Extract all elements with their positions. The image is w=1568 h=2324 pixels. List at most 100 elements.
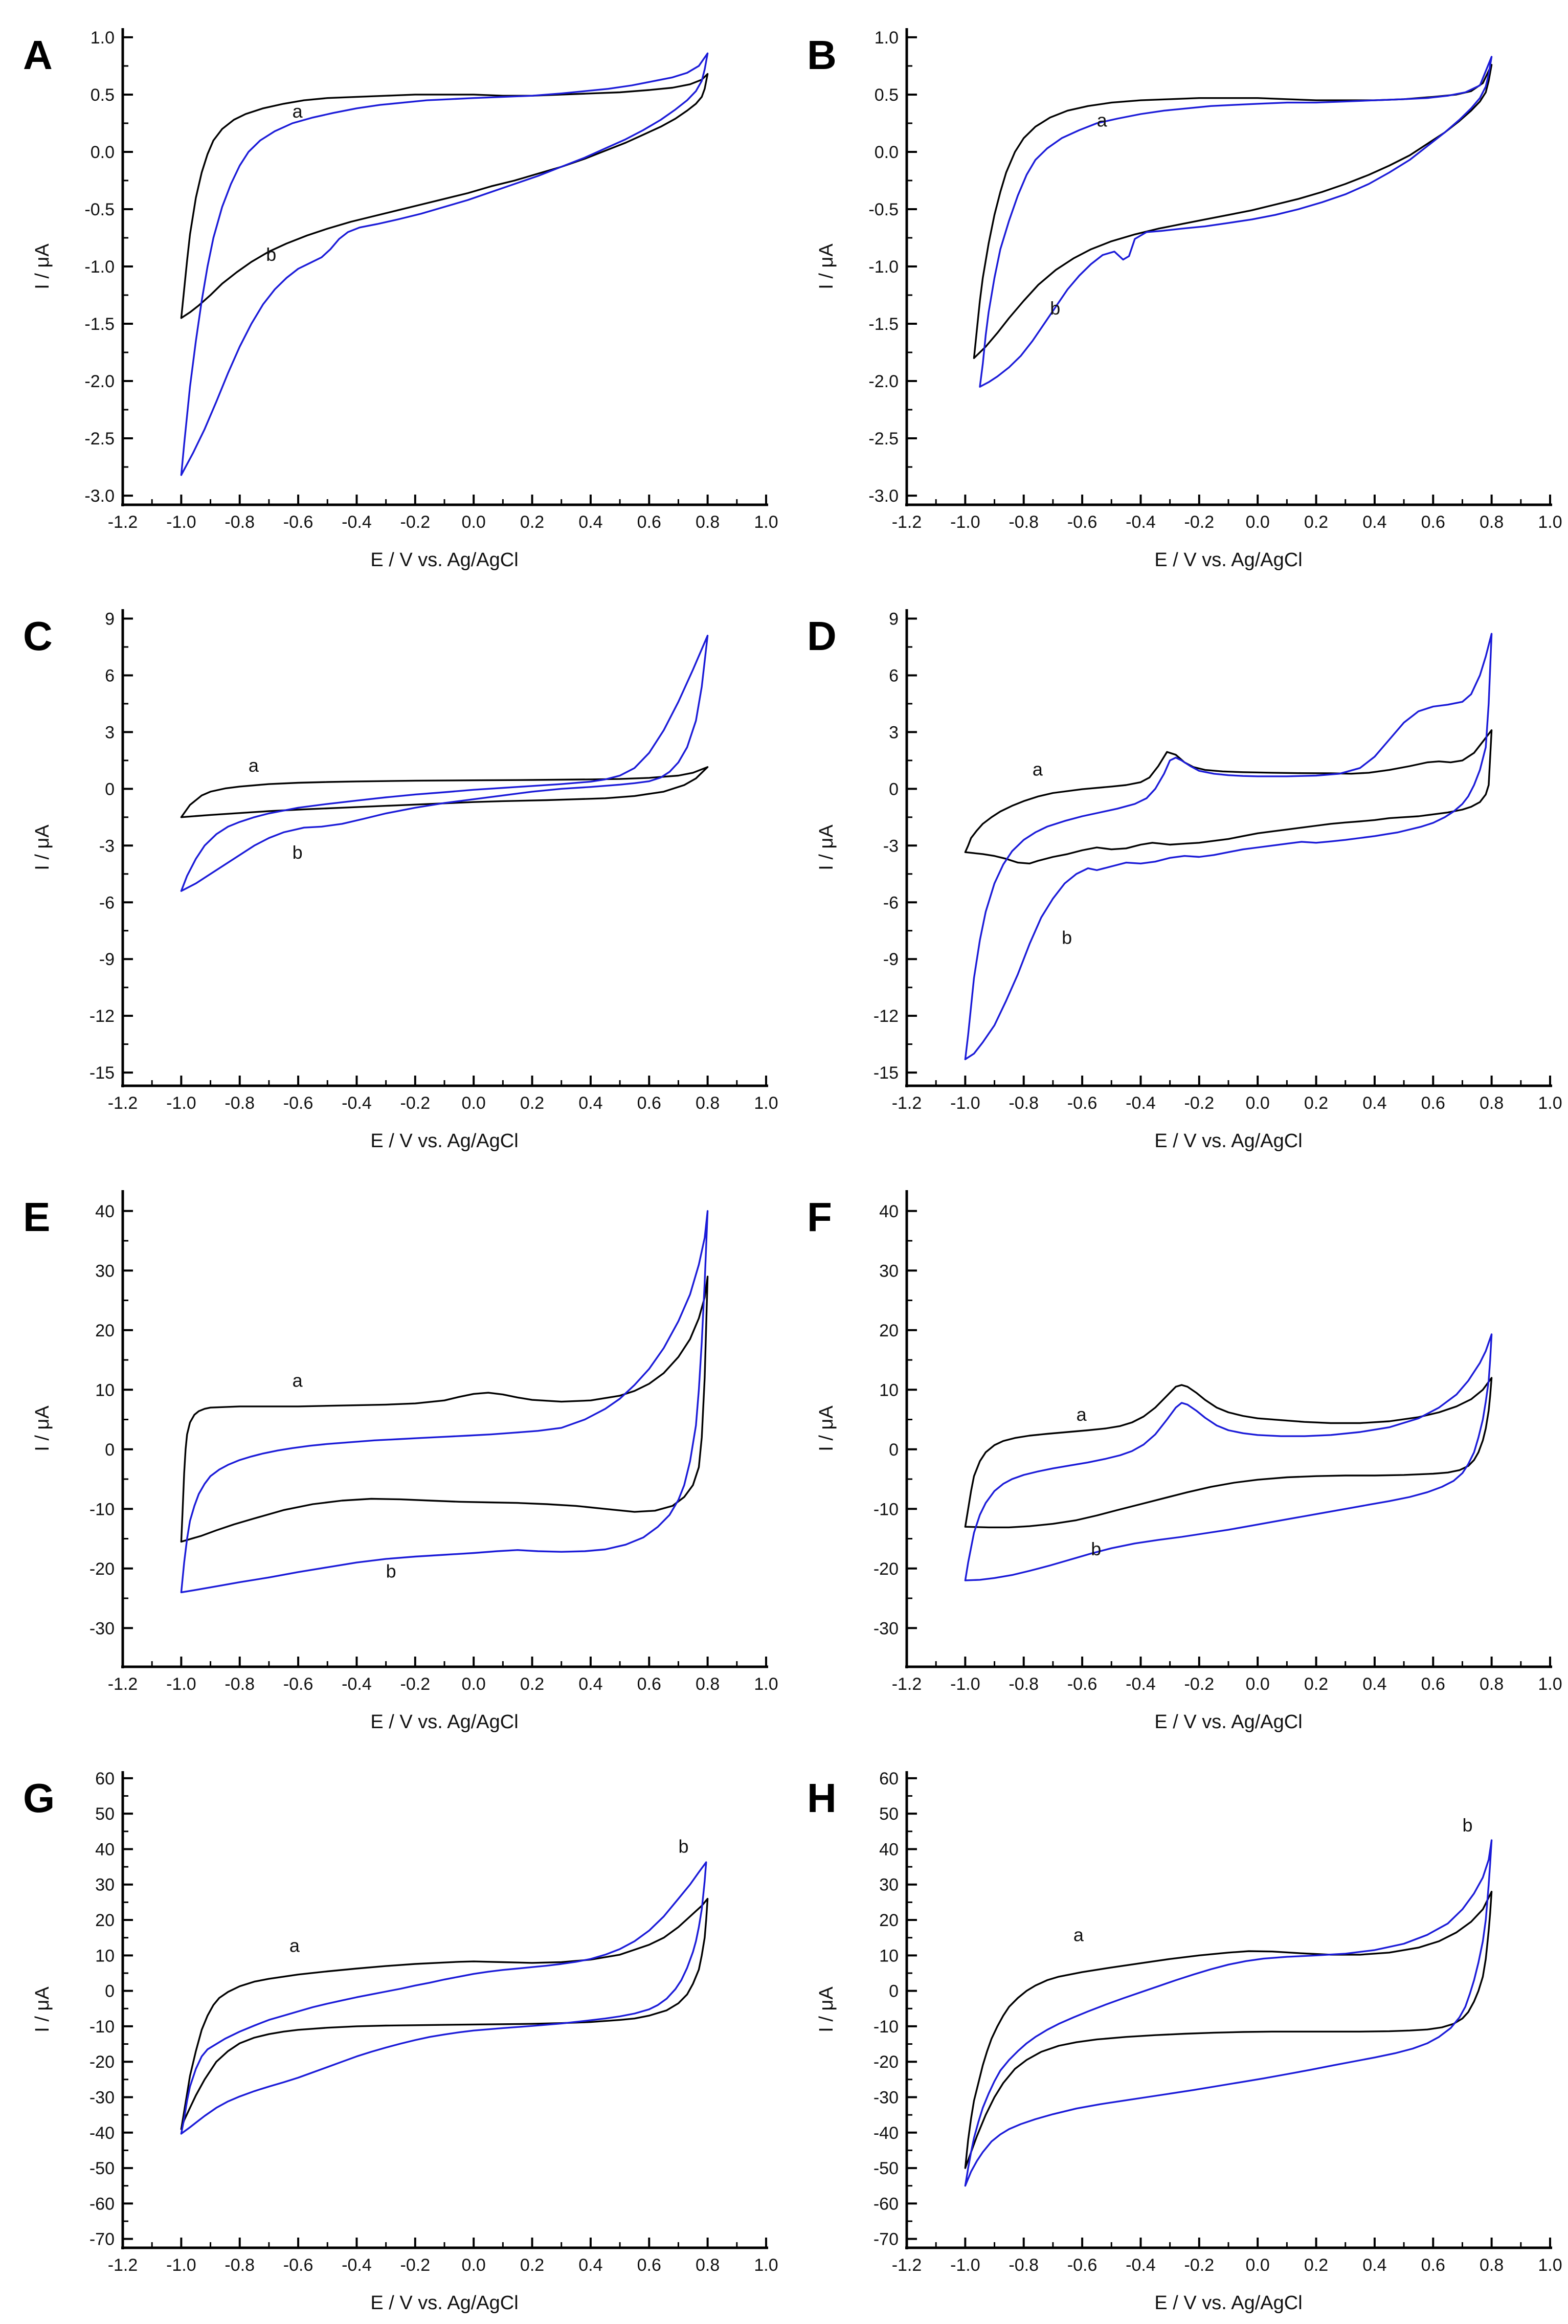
y-axis-title: I / μA	[816, 243, 837, 289]
y-tick-label: 0.5	[875, 85, 899, 105]
x-tick-label: 0.4	[578, 512, 602, 532]
x-tick-label: 0.8	[696, 512, 720, 532]
y-tick-label: 30	[879, 1261, 899, 1281]
y-axis-title: I / μA	[32, 243, 53, 289]
x-tick-label: 0.6	[1421, 512, 1445, 532]
x-tick-label: 0.6	[637, 1674, 661, 1694]
panel-H-curve-a	[964, 1890, 1493, 2169]
y-tick-label: 30	[879, 1875, 899, 1895]
x-tick-label: -0.6	[1067, 512, 1097, 532]
y-tick-label: -2.0	[84, 372, 115, 391]
x-tick-label: 0.2	[1304, 2255, 1328, 2275]
y-tick-label: 0.5	[91, 85, 115, 105]
panel-C-curve-a	[180, 766, 709, 818]
x-tick-label: 0.0	[1246, 512, 1270, 532]
x-tick-label: -0.8	[1009, 1674, 1039, 1694]
x-tick-label: 0.0	[462, 1093, 486, 1113]
y-tick-label: -6	[99, 893, 115, 912]
y-tick-label: -10	[89, 1500, 115, 1519]
x-tick-label: -0.4	[342, 1093, 372, 1113]
panel-G-curve-b	[180, 1861, 707, 2135]
x-tick-label: -0.2	[400, 512, 431, 532]
x-axis-title: E / V vs. Ag/AgCl	[370, 1711, 518, 1733]
curve-label-a: a	[1073, 1925, 1084, 1946]
x-tick-label: -0.2	[400, 1093, 431, 1113]
y-tick-label: 0	[105, 779, 115, 799]
y-tick-label: -10	[873, 1500, 899, 1519]
x-tick-label: -0.2	[1184, 1674, 1215, 1694]
y-tick-label: -40	[89, 2124, 115, 2143]
y-tick-label: -1.5	[868, 315, 899, 334]
x-tick-label: 0.0	[462, 2255, 486, 2275]
y-tick-label: 3	[105, 723, 115, 742]
panel-B-curve-a	[973, 63, 1493, 359]
x-tick-label: 0.6	[1421, 1674, 1445, 1694]
x-tick-label: 0.2	[520, 512, 544, 532]
x-tick-label: 0.2	[1304, 1093, 1328, 1113]
curve-label-a: a	[1097, 110, 1108, 131]
y-tick-label: 0	[105, 1982, 115, 2001]
panel-G-curve-a	[180, 1897, 709, 2130]
y-axis-title: I / μA	[816, 1405, 837, 1451]
y-tick-label: -0.5	[84, 200, 115, 219]
y-tick-label: 30	[95, 1261, 115, 1281]
panel-A-curve-b	[180, 52, 709, 476]
panel-G-plot: -1.2 -1.0 -0.8 -0.6 -0.4 -0.2 0.0 0.2 0.4 0.6 0.8 1…	[23, 1769, 778, 2314]
x-tick-label: -0.2	[1184, 512, 1215, 532]
x-tick-label: 0.8	[1480, 1093, 1504, 1113]
panel-F: -1.2 -1.0 -0.8 -0.6 -0.4 -0.2 0.0 0.2 0.4 0.6 0.8 1…	[784, 1162, 1568, 1743]
x-tick-label: -1.2	[108, 512, 138, 532]
x-tick-label: 0.8	[1480, 1674, 1504, 1694]
x-tick-label: 0.4	[578, 2255, 602, 2275]
y-tick-label: -60	[89, 2194, 115, 2214]
x-tick-label: -0.8	[225, 1093, 255, 1113]
x-axis-title: E / V vs. Ag/AgCl	[370, 1130, 518, 1152]
y-tick-label: 20	[879, 1321, 899, 1340]
curve-label-b: b	[1050, 298, 1060, 319]
panel-C-plot: -1.2 -1.0 -0.8 -0.6 -0.4 -0.2 0.0 0.2 0.4 0.6 0.8 1…	[23, 609, 778, 1152]
y-tick-label: -1.0	[868, 257, 899, 277]
y-tick-label: -70	[89, 2230, 115, 2249]
panel-B-curve-b	[979, 56, 1493, 388]
y-tick-label: 10	[879, 1946, 899, 1965]
panel-E-plot: -1.2 -1.0 -0.8 -0.6 -0.4 -0.2 0.0 0.2 0.4 0.6 0.8 1…	[23, 1190, 778, 1733]
y-tick-label: 60	[879, 1769, 899, 1789]
x-tick-label: -0.4	[342, 512, 372, 532]
y-tick-label: -12	[873, 1007, 899, 1026]
y-tick-label: -30	[873, 2088, 899, 2108]
x-tick-label: -0.6	[283, 512, 313, 532]
x-tick-label: 1.0	[1538, 2255, 1562, 2275]
curve-label-b: b	[1462, 1815, 1472, 1836]
y-tick-label: 0	[889, 779, 899, 799]
y-tick-label: 6	[105, 666, 115, 685]
x-tick-label: 0.4	[1362, 2255, 1386, 2275]
y-tick-label: 0	[105, 1440, 115, 1460]
x-tick-label: 0.0	[462, 1674, 486, 1694]
panel-D-plot: -1.2 -1.0 -0.8 -0.6 -0.4 -0.2 0.0 0.2 0.4 0.6 0.8 1…	[807, 609, 1562, 1152]
y-tick-label: -20	[89, 2052, 115, 2072]
y-tick-label: -3	[883, 836, 899, 856]
y-tick-label: -6	[883, 893, 899, 912]
x-tick-label: -0.6	[283, 1674, 313, 1694]
panel-letter: F	[807, 1194, 832, 1240]
panel-F-plot: -1.2 -1.0 -0.8 -0.6 -0.4 -0.2 0.0 0.2 0.4 0.6 0.8 1…	[807, 1190, 1562, 1733]
y-tick-label: -40	[873, 2124, 899, 2143]
x-tick-label: -1.2	[892, 1093, 922, 1113]
y-tick-label: -2.0	[868, 372, 899, 391]
panel-letter: C	[23, 613, 53, 659]
y-tick-label: -20	[873, 1559, 899, 1579]
panel-D: -1.2 -1.0 -0.8 -0.6 -0.4 -0.2 0.0 0.2 0.4 0.6 0.8 1…	[784, 581, 1568, 1162]
panel-E: -1.2 -1.0 -0.8 -0.6 -0.4 -0.2 0.0 0.2 0.4 0.6 0.8 1…	[0, 1162, 784, 1743]
x-tick-label: 1.0	[754, 512, 778, 532]
y-tick-label: 40	[95, 1202, 115, 1221]
y-tick-label: -30	[873, 1619, 899, 1638]
y-axis-title: I / μA	[816, 824, 837, 870]
x-tick-label: 0.2	[520, 1093, 544, 1113]
panel-C: -1.2 -1.0 -0.8 -0.6 -0.4 -0.2 0.0 0.2 0.4 0.6 0.8 1…	[0, 581, 784, 1162]
y-tick-label: -30	[89, 1619, 115, 1638]
curve-label-b: b	[678, 1836, 688, 1857]
y-tick-label: 30	[95, 1875, 115, 1895]
y-tick-label: -1.5	[84, 315, 115, 334]
curve-label-b: b	[386, 1560, 396, 1581]
